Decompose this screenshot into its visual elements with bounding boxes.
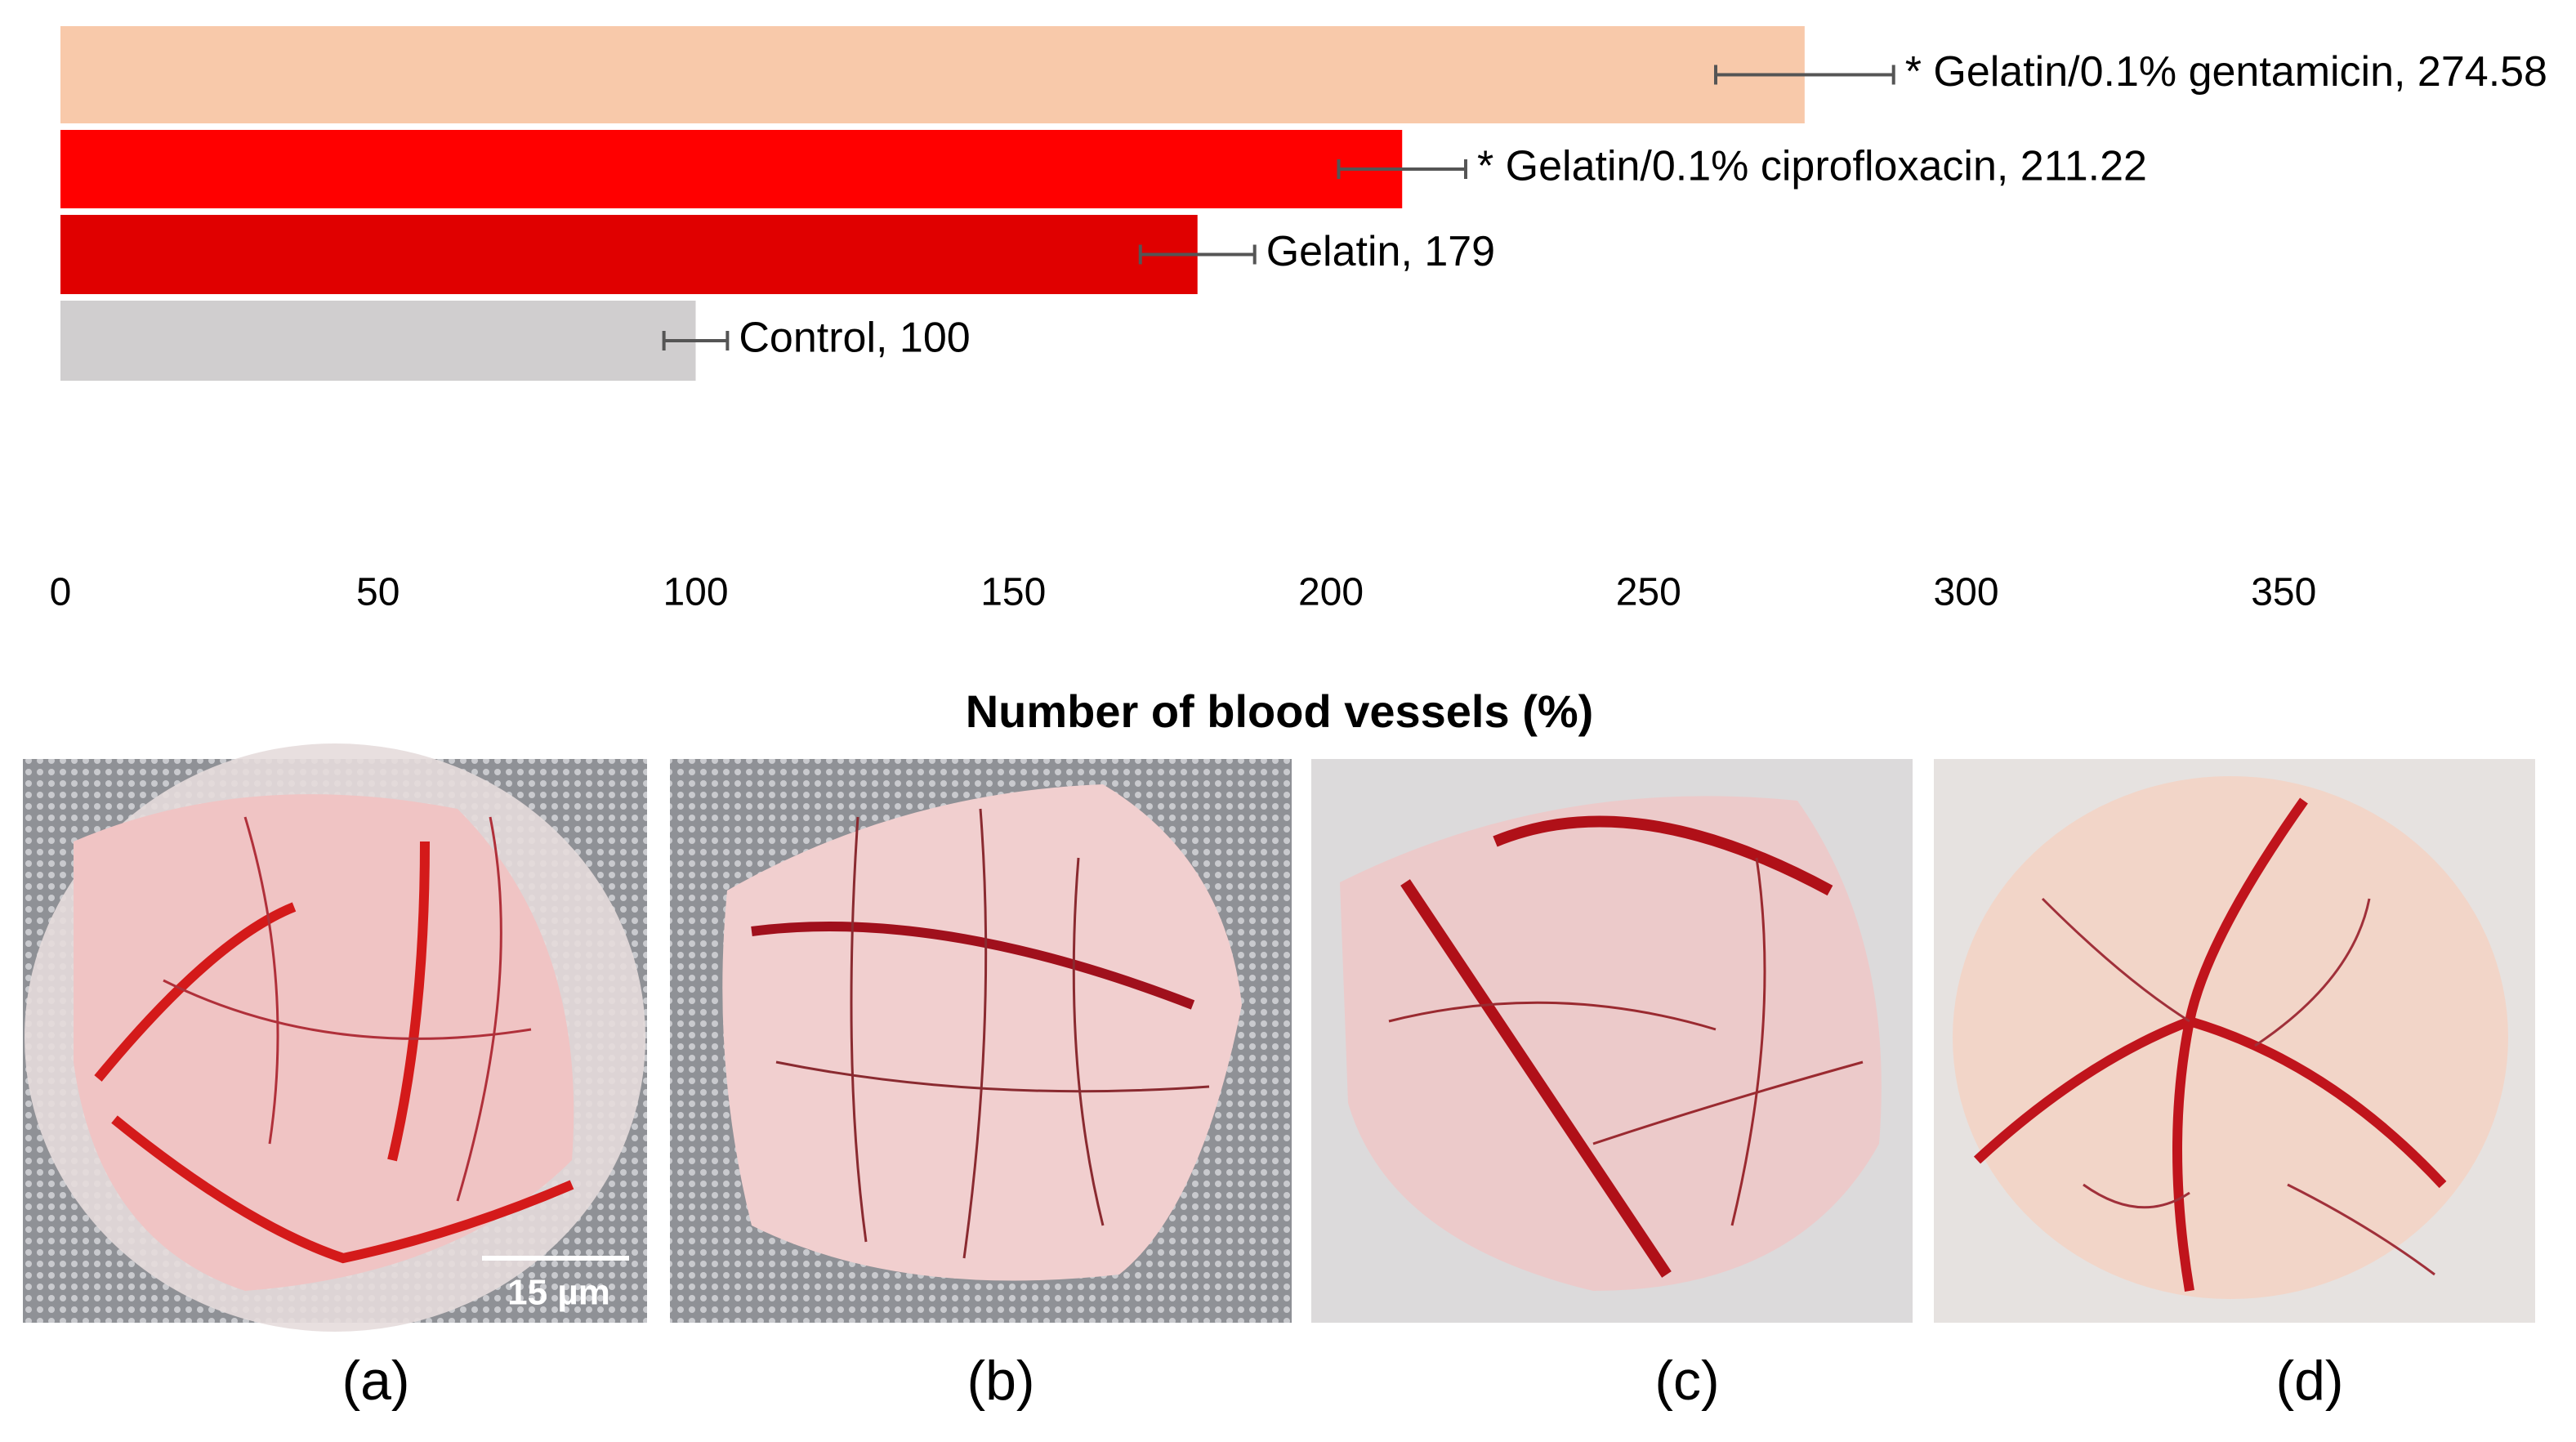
panel-label: (b) bbox=[967, 1350, 1034, 1412]
value-label: Gelatin, 179 bbox=[1266, 228, 1495, 275]
panel-label: (c) bbox=[1654, 1350, 1719, 1412]
x-tick-label: 0 bbox=[50, 571, 72, 614]
photo-c bbox=[1311, 759, 1913, 1323]
bar bbox=[60, 301, 696, 381]
bar bbox=[60, 26, 1805, 123]
x-tick-label: 150 bbox=[980, 571, 1046, 614]
photo-a bbox=[23, 743, 647, 1332]
bar bbox=[60, 130, 1403, 208]
panel-label: (a) bbox=[342, 1350, 409, 1412]
x-tick-label: 50 bbox=[356, 571, 400, 614]
error-bar bbox=[1337, 159, 1467, 179]
x-tick-label: 350 bbox=[2251, 571, 2316, 614]
x-tick-label: 300 bbox=[1933, 571, 1998, 614]
photo-d bbox=[1934, 759, 2535, 1323]
photo-b bbox=[670, 759, 1292, 1323]
value-label: * Gelatin/0.1% ciprofloxacin, 211.22 bbox=[1477, 143, 2147, 190]
x-tick-label: 200 bbox=[1298, 571, 1364, 614]
error-bar bbox=[1714, 65, 1895, 85]
x-tick-label: 100 bbox=[663, 571, 728, 614]
error-bar bbox=[662, 331, 730, 350]
error-bar bbox=[1138, 244, 1257, 265]
scale-bar-label: 15 µm bbox=[507, 1273, 610, 1313]
value-label: Control, 100 bbox=[739, 315, 970, 362]
panel-label: (d) bbox=[2275, 1350, 2343, 1412]
x-axis-title: Number of blood vessels (%) bbox=[966, 685, 1594, 737]
value-label: * Gelatin/0.1% gentamicin, 274.58 bbox=[1905, 48, 2547, 96]
bar bbox=[60, 215, 1198, 294]
x-tick-label: 250 bbox=[1616, 571, 1681, 614]
